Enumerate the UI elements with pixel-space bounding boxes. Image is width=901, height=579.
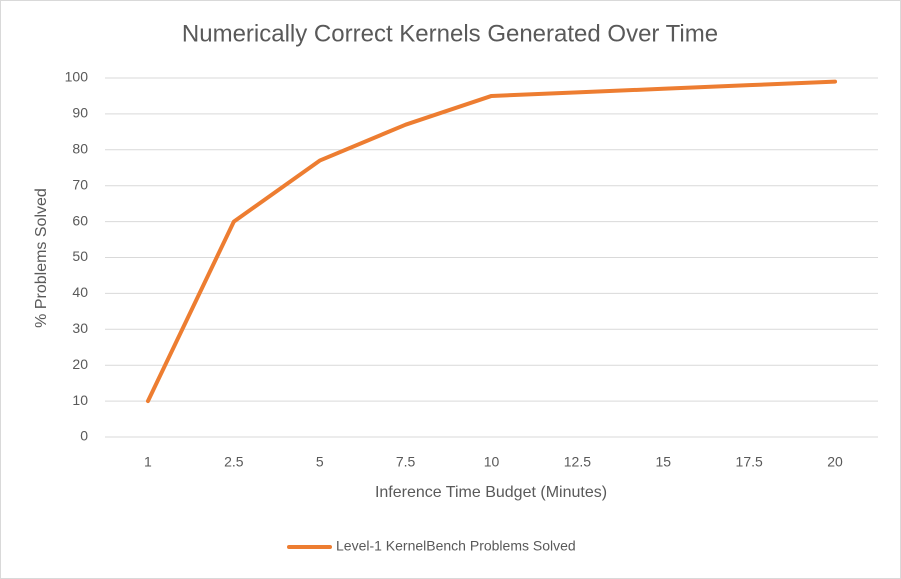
y-tick-label: 0 xyxy=(80,428,88,444)
y-tick-label: 80 xyxy=(72,141,88,157)
x-tick-label: 2.5 xyxy=(224,454,244,470)
y-tick-label: 70 xyxy=(72,176,88,192)
x-tick-label: 1 xyxy=(144,454,152,470)
legend-label: Level-1 KernelBench Problems Solved xyxy=(336,538,576,554)
x-tick-label: 5 xyxy=(316,454,324,470)
x-tick-label: 17.5 xyxy=(736,454,763,470)
x-tick-label: 15 xyxy=(655,454,671,470)
y-tick-label: 100 xyxy=(65,69,89,85)
y-tick-label: 60 xyxy=(72,212,88,228)
y-tick-label: 10 xyxy=(72,392,88,408)
x-tick-label: 20 xyxy=(827,454,843,470)
y-tick-label: 90 xyxy=(72,105,88,121)
y-tick-label: 50 xyxy=(72,248,88,264)
x-axis-title: Inference Time Budget (Minutes) xyxy=(375,484,607,501)
y-tick-label: 40 xyxy=(72,284,88,300)
chart-title: Numerically Correct Kernels Generated Ov… xyxy=(182,20,718,47)
y-tick-label: 30 xyxy=(72,320,88,336)
line-series xyxy=(145,79,838,404)
y-tick-label: 20 xyxy=(72,356,88,372)
x-tick-label: 7.5 xyxy=(396,454,416,470)
x-tick-label: 12.5 xyxy=(564,454,591,470)
y-axis-title: % Problems Solved xyxy=(33,188,50,328)
x-tick-label: 10 xyxy=(484,454,500,470)
